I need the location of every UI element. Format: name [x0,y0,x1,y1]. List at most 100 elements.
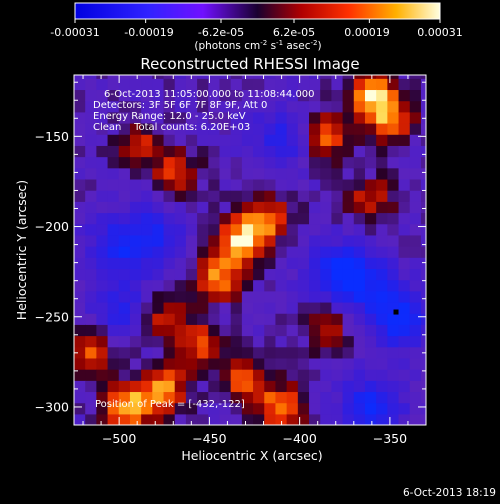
heatmap-pixel [320,111,333,124]
heatmap-pixel [309,369,321,381]
heatmap-pixel [253,122,265,135]
heatmap-pixel [398,190,411,202]
heatmap-pixel [74,134,86,146]
heatmap-pixel [275,279,288,292]
heatmap-pixel [331,324,344,337]
heatmap-pixel [96,290,109,303]
heatmap-pixel [376,369,388,381]
heatmap-pixel [85,391,97,404]
heatmap-pixel [141,178,153,191]
heatmap-pixel [230,324,243,337]
heatmap-pixel [85,369,97,381]
heatmap-pixel [185,380,198,393]
heatmap-pixel [342,212,355,225]
heatmap-pixel [297,380,310,393]
heatmap-pixel [286,380,299,393]
heatmap-pixel [297,190,310,202]
heatmap-pixel [96,111,109,124]
heatmap-pixel [275,257,288,270]
heatmap-pixel [253,380,265,393]
heatmap-pixel [241,290,254,303]
heatmap-pixel [230,246,243,258]
heatmap-pixel [152,402,165,415]
heatmap-pixel [107,145,120,158]
heatmap-pixel [387,257,400,270]
heatmap-pixel [309,223,321,236]
heatmap-pixel [174,290,187,303]
heatmap-pixel [74,380,86,393]
heatmap-pixel [398,223,411,236]
heatmap-pixel [74,178,86,191]
heatmap-pixel [85,111,97,124]
heatmap-pixel [208,279,221,292]
heatmap-pixel [342,122,355,135]
heatmap-pixel [74,78,86,91]
y-tick-label: −150 [35,129,69,144]
heatmap-pixel [420,335,426,348]
heatmap-pixel [118,75,131,79]
heatmap-pixel [286,223,299,236]
heatmap-pixel [253,290,265,303]
heatmap-pixel [241,346,254,359]
heatmap-pixel [331,313,344,325]
heatmap-pixel [320,134,333,146]
heatmap-pixel [398,369,411,381]
heatmap-pixel [96,78,109,91]
heatmap-pixel [376,268,388,281]
heatmap-pixel [96,391,109,404]
heatmap-pixel [409,201,422,214]
heatmap-pixel [364,357,377,370]
heatmap-pixel [118,201,131,214]
heatmap-pixel [253,111,265,124]
colorbar-ticks [74,19,441,23]
heatmap-pixel [264,257,277,270]
heatmap-pixel [129,145,142,158]
heatmap-pixel [364,391,377,404]
heatmap-pixel [129,190,142,202]
heatmap-pixel [107,122,120,135]
heatmap-pixel [286,268,299,281]
heatmap-pixel [197,246,209,258]
heatmap-pixel [264,313,277,325]
heatmap-pixel [208,290,221,303]
heatmap-pixel [409,313,422,325]
heatmap-pixel [208,246,221,258]
heatmap-pixel [219,335,232,348]
heatmap-pixel [409,89,422,102]
heatmap-pixel [141,145,153,158]
heatmap-pixel [185,257,198,270]
heatmap-pixel [297,178,310,191]
heatmap-pixel [230,78,243,91]
heatmap-pixel [163,156,176,169]
heatmap-pixel [331,145,344,158]
heatmap-pixel [387,212,400,225]
heatmap-pixel [420,413,426,425]
heatmap-pixel [387,100,400,113]
heatmap-pixel [353,324,366,337]
heatmap-pixel [129,346,142,359]
plot-frame [73,74,427,426]
heatmap-pixel [297,234,310,247]
heatmap-pixel [387,313,400,325]
heatmap-pixel [74,100,86,113]
heatmap-pixel [230,167,243,180]
heatmap-pixel [208,212,221,225]
heatmap-pixel [342,257,355,270]
heatmap-pixel [275,234,288,247]
heatmap-pixel [241,268,254,281]
heatmap-pixel [197,75,209,79]
heatmap-pixel [264,178,277,191]
heatmap-pixel [331,246,344,258]
heatmap-pixel [74,324,86,337]
heatmap-pixel [129,246,142,258]
heatmap-pixel [129,413,142,425]
heatmap-pixel [376,145,388,158]
heatmap-pixel [320,156,333,169]
heatmap-pixel [398,111,411,124]
heatmap-pixel [398,212,411,225]
heatmap-pixel [129,100,142,113]
heatmap-pixel [387,75,400,79]
heatmap-pixel [208,301,221,314]
heatmap-pixel [409,246,422,258]
heatmap-pixel [320,301,333,314]
